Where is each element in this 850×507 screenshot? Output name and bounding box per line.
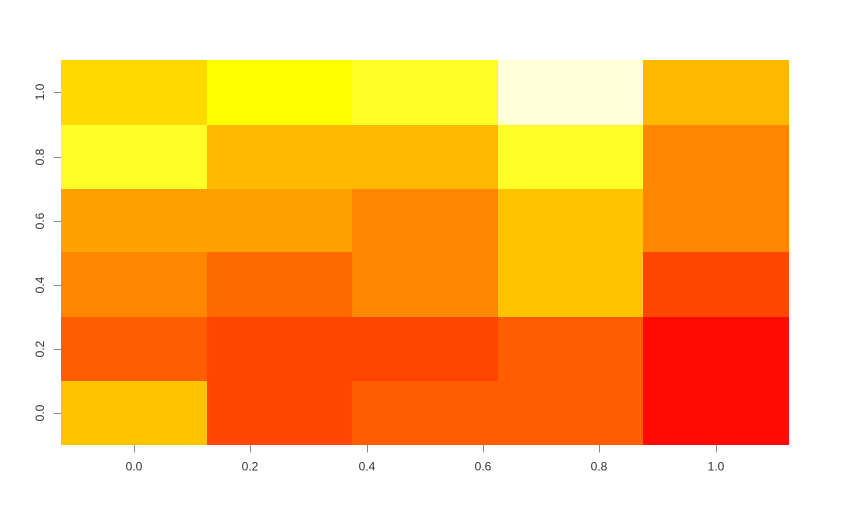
svg-text:0.2: 0.2	[33, 340, 47, 357]
svg-text:1.0: 1.0	[708, 460, 725, 474]
svg-text:0.0: 0.0	[126, 460, 143, 474]
svg-text:0.0: 0.0	[33, 404, 47, 421]
svg-text:0.2: 0.2	[242, 460, 259, 474]
svg-text:0.6: 0.6	[33, 212, 47, 229]
svg-text:1.0: 1.0	[33, 83, 47, 100]
svg-text:0.4: 0.4	[33, 276, 47, 293]
svg-text:0.4: 0.4	[359, 460, 376, 474]
svg-text:0.8: 0.8	[591, 460, 608, 474]
svg-text:0.6: 0.6	[475, 460, 492, 474]
svg-text:0.8: 0.8	[33, 148, 47, 165]
